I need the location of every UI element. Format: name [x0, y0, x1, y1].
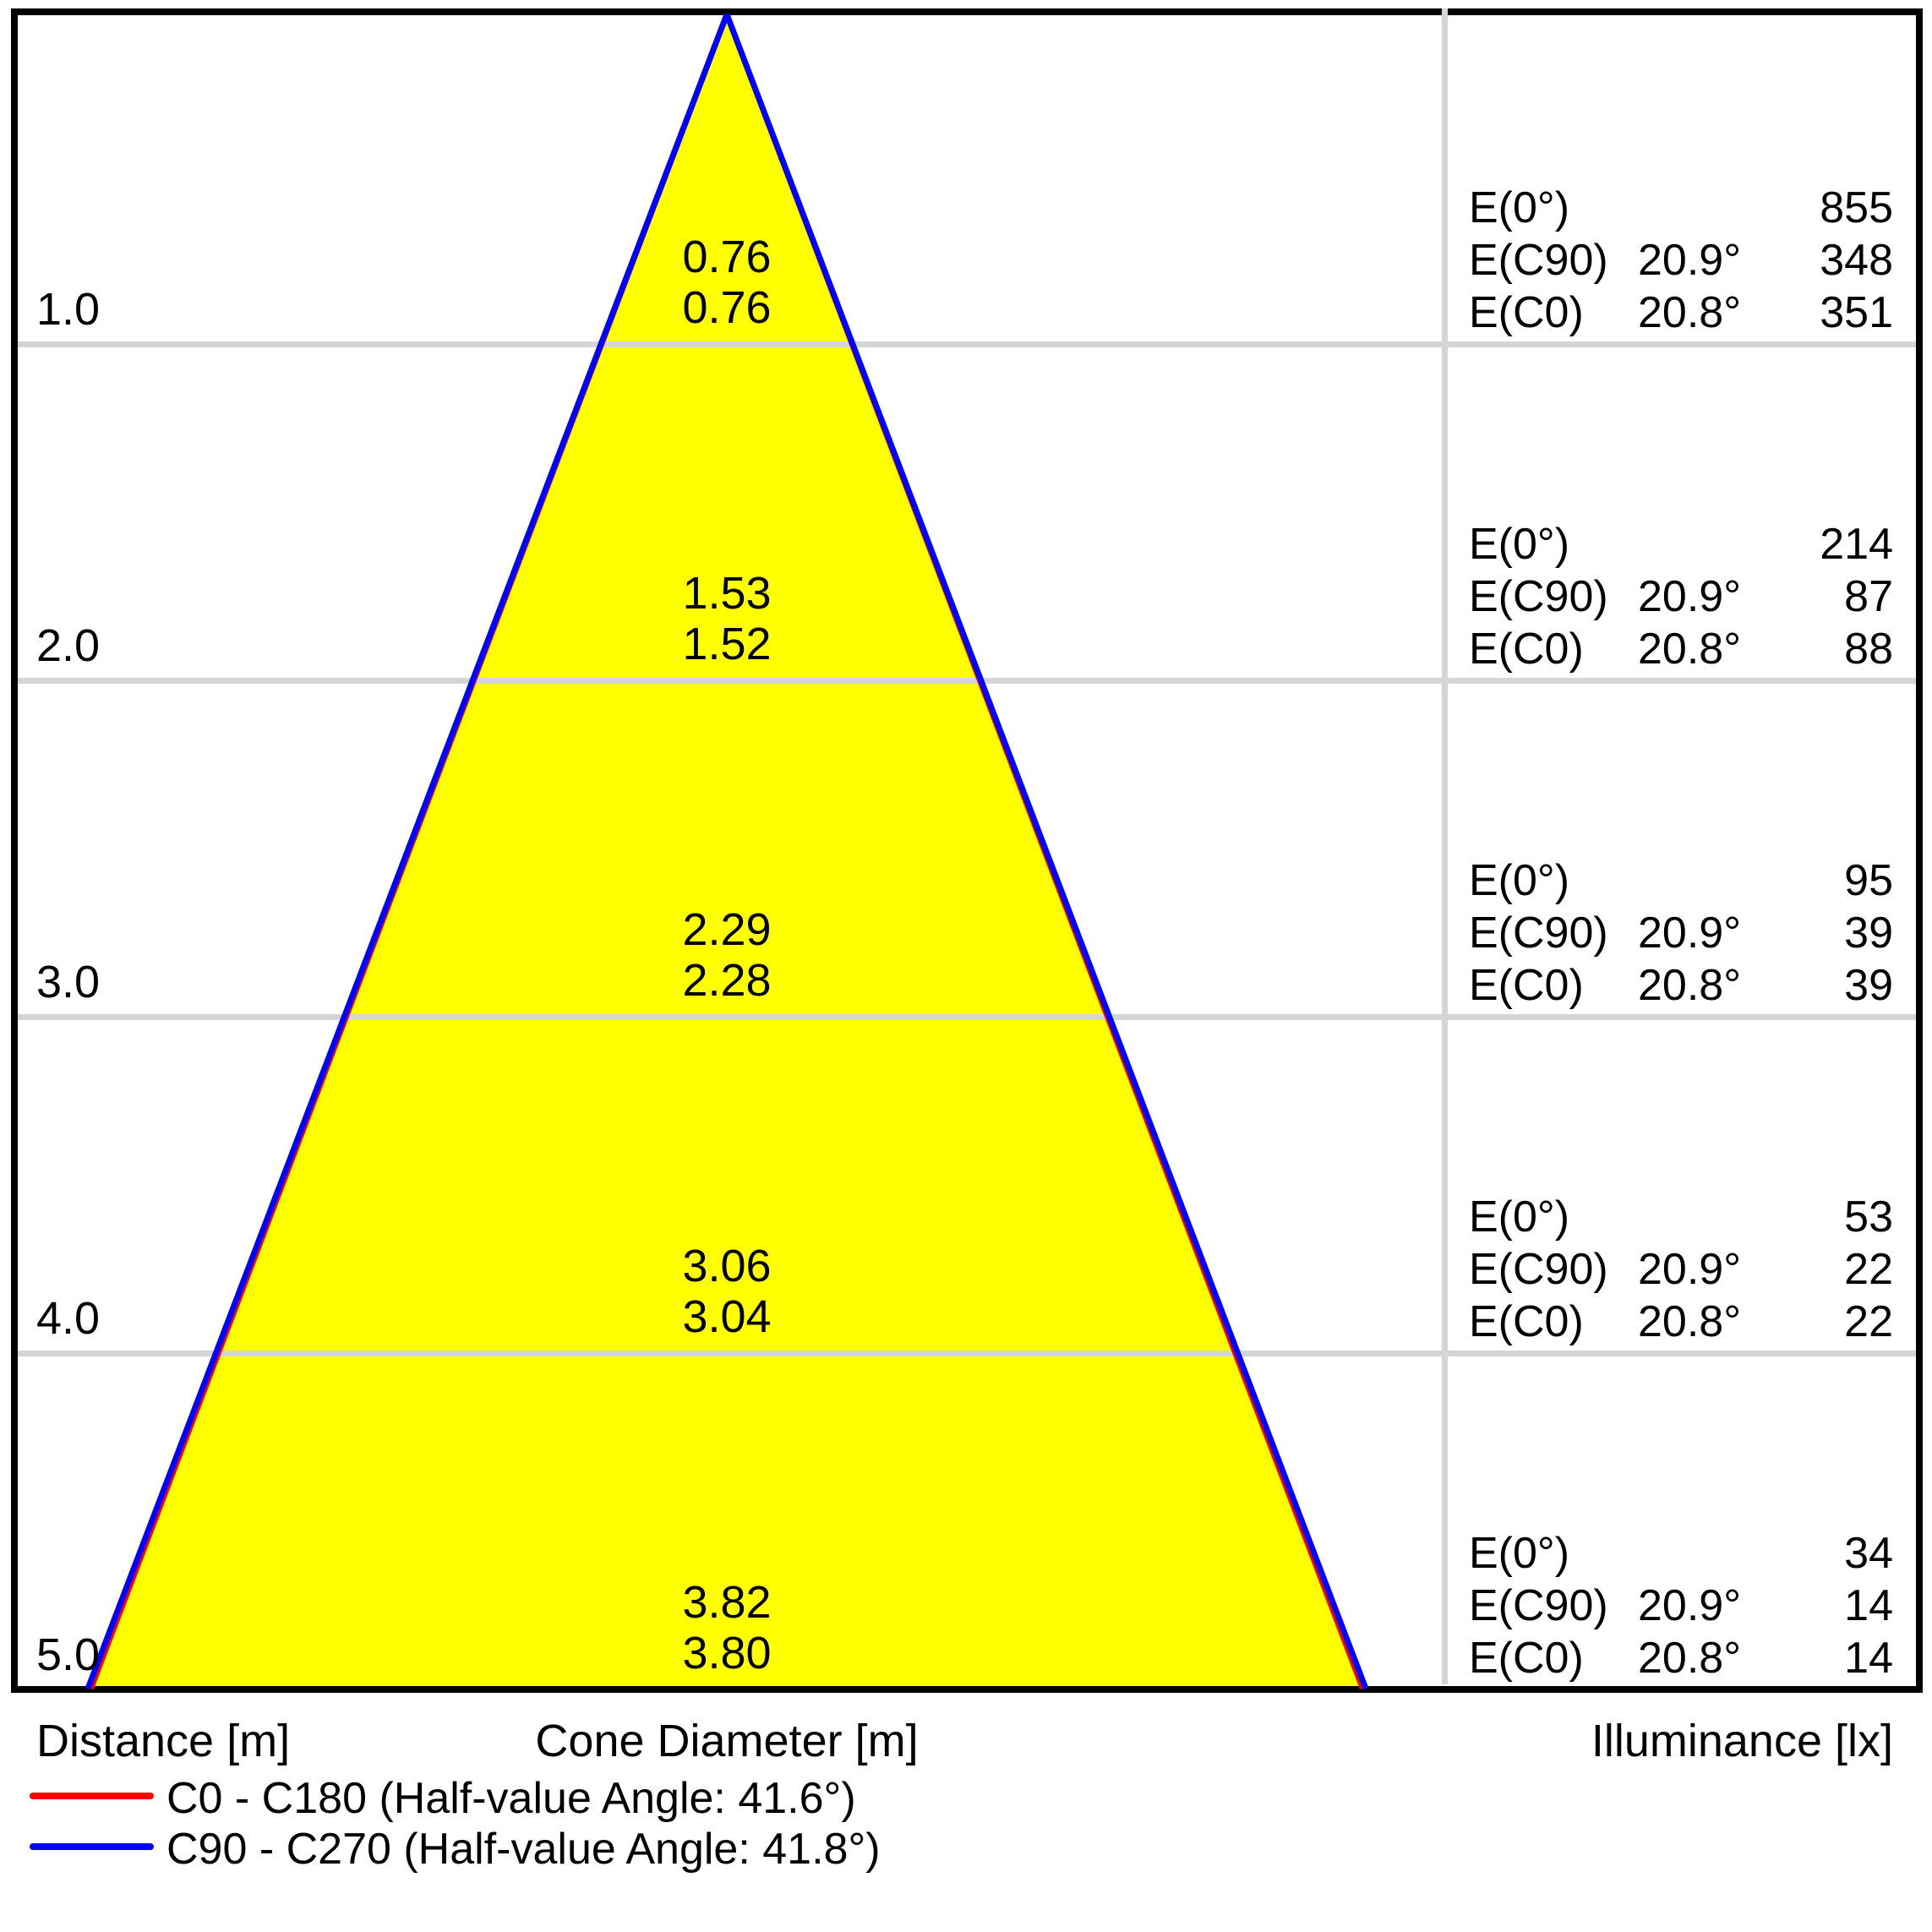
e-value: 87: [1844, 572, 1893, 621]
grid-line-2m: [18, 678, 1916, 684]
illuminance-axis-title: Illuminance [lx]: [1591, 1716, 1893, 1766]
illuminance-block-4m: E(0°) 53 E(C90) 20.9° 22 E(C0) 20.8° 22: [1469, 1191, 1893, 1348]
e-angle: 20.8°: [1638, 961, 1742, 1010]
e-value: 14: [1844, 1634, 1893, 1683]
e-label: E(0°): [1469, 183, 1570, 232]
distance-label-5m: 5.0: [36, 1629, 101, 1680]
illuminance-row: E(0°) 34: [1469, 1527, 1893, 1580]
e-value: 39: [1844, 909, 1893, 958]
e-angle: 20.9°: [1638, 572, 1742, 621]
illuminance-row: E(C0) 20.8° 351: [1469, 287, 1893, 339]
e-angle: 20.8°: [1638, 1634, 1742, 1683]
e-label: E(C0): [1469, 288, 1584, 337]
e-label: E(C90): [1469, 1245, 1608, 1294]
e-angle: [1638, 1527, 1739, 1580]
e-angle: 20.9°: [1638, 1245, 1742, 1294]
cone-diameter-c90-5m: 3.82: [682, 1577, 772, 1628]
cone-diameter-c0-2m: 1.52: [682, 619, 772, 669]
illuminance-row: E(C90) 20.9° 22: [1469, 1243, 1893, 1296]
illuminance-row: E(C90) 20.9° 348: [1469, 234, 1893, 287]
e-label: E(0°): [1469, 856, 1570, 905]
c0-c180-legend-swatch: [30, 1793, 154, 1799]
e-label: E(C0): [1469, 961, 1584, 1010]
e-value: 53: [1844, 1192, 1893, 1242]
e-value: 34: [1844, 1529, 1893, 1578]
e-angle: [1638, 518, 1739, 570]
e-label: E(0°): [1469, 520, 1570, 569]
illuminance-row: E(C0) 20.8° 22: [1469, 1296, 1893, 1348]
e-value: 14: [1844, 1581, 1893, 1630]
cone-diameter-c90-3m: 2.29: [682, 904, 772, 955]
cone-diameter-c0-3m: 2.28: [682, 955, 772, 1006]
illuminance-row: E(0°) 855: [1469, 182, 1893, 234]
e-value: 22: [1844, 1245, 1893, 1294]
illuminance-row: E(0°) 214: [1469, 518, 1893, 570]
cone-diameter-c90-2m: 1.53: [682, 568, 772, 619]
chart-frame: [11, 8, 1923, 1693]
e-value: 39: [1844, 961, 1893, 1010]
column-divider: [1442, 8, 1448, 1684]
e-value: 214: [1820, 520, 1893, 569]
illuminance-row: E(0°) 53: [1469, 1191, 1893, 1243]
illuminance-block-2m: E(0°) 214 E(C90) 20.9° 87 E(C0) 20.8° 88: [1469, 518, 1893, 675]
e-label: E(C90): [1469, 1581, 1608, 1630]
e-value: 95: [1844, 856, 1893, 905]
c90-c270-line-right: [723, 13, 1369, 1690]
e-label: E(0°): [1469, 1529, 1570, 1578]
cone-diameter-c0-4m: 3.04: [682, 1291, 772, 1342]
e-angle: 20.8°: [1638, 1297, 1742, 1346]
grid-line-4m: [18, 1351, 1916, 1356]
illuminance-row: E(0°) 95: [1469, 854, 1893, 907]
e-angle: 20.8°: [1638, 625, 1742, 674]
e-label: E(C90): [1469, 909, 1608, 958]
e-angle: 20.8°: [1638, 288, 1742, 337]
grid-line-1m: [18, 341, 1916, 347]
e-label: E(C0): [1469, 1634, 1584, 1683]
c90-c270-legend-swatch: [30, 1843, 154, 1850]
illuminance-row: E(C0) 20.8° 14: [1469, 1632, 1893, 1684]
c90-c270-legend-label: C90 - C270 (Half-value Angle: 41.8°): [166, 1825, 881, 1874]
cone-fill-shape: [88, 14, 1366, 1689]
c90-c270-line-left: [85, 13, 730, 1690]
cone-diameter-c90-1m: 0.76: [682, 232, 772, 282]
cone-diameter-c0-5m: 3.80: [682, 1628, 772, 1678]
cone-diameter-c0-1m: 0.76: [682, 282, 772, 333]
e-value: 348: [1820, 236, 1893, 285]
distance-label-3m: 3.0: [36, 957, 101, 1007]
e-angle: 20.9°: [1638, 236, 1742, 285]
distance-label-4m: 4.0: [36, 1293, 101, 1344]
illuminance-row: E(C90) 20.9° 39: [1469, 907, 1893, 959]
e-angle: [1638, 854, 1739, 907]
e-angle: 20.9°: [1638, 909, 1742, 958]
cone-diameter-axis-title: Cone Diameter [m]: [535, 1716, 919, 1766]
illuminance-row: E(C0) 20.8° 88: [1469, 623, 1893, 675]
e-value: 22: [1844, 1297, 1893, 1346]
e-angle: 20.9°: [1638, 1581, 1742, 1630]
e-label: E(C0): [1469, 625, 1584, 674]
e-value: 855: [1820, 183, 1893, 232]
distance-label-1m: 1.0: [36, 284, 101, 335]
illuminance-row: E(C0) 20.8° 39: [1469, 959, 1893, 1012]
e-label: E(C0): [1469, 1297, 1584, 1346]
illuminance-row: E(C90) 20.9° 14: [1469, 1580, 1893, 1632]
e-angle: [1638, 182, 1739, 234]
c0-c180-legend-label: C0 - C180 (Half-value Angle: 41.6°): [166, 1774, 856, 1823]
e-label: E(0°): [1469, 1192, 1570, 1242]
illuminance-block-1m: E(0°) 855 E(C90) 20.9° 348 E(C0) 20.8° 3…: [1469, 182, 1893, 339]
cone-diameter-c90-4m: 3.06: [682, 1241, 772, 1291]
e-label: E(C90): [1469, 572, 1608, 621]
illuminance-block-5m: E(0°) 34 E(C90) 20.9° 14 E(C0) 20.8° 14: [1469, 1527, 1893, 1684]
e-value: 88: [1844, 625, 1893, 674]
illuminance-block-3m: E(0°) 95 E(C90) 20.9° 39 E(C0) 20.8° 39: [1469, 854, 1893, 1012]
e-angle: [1638, 1191, 1739, 1243]
e-label: E(C90): [1469, 236, 1608, 285]
distance-axis-title: Distance [m]: [36, 1716, 291, 1766]
distance-label-2m: 2.0: [36, 620, 101, 671]
e-value: 351: [1820, 288, 1893, 337]
grid-line-3m: [18, 1014, 1916, 1020]
illuminance-row: E(C90) 20.9° 87: [1469, 570, 1893, 623]
